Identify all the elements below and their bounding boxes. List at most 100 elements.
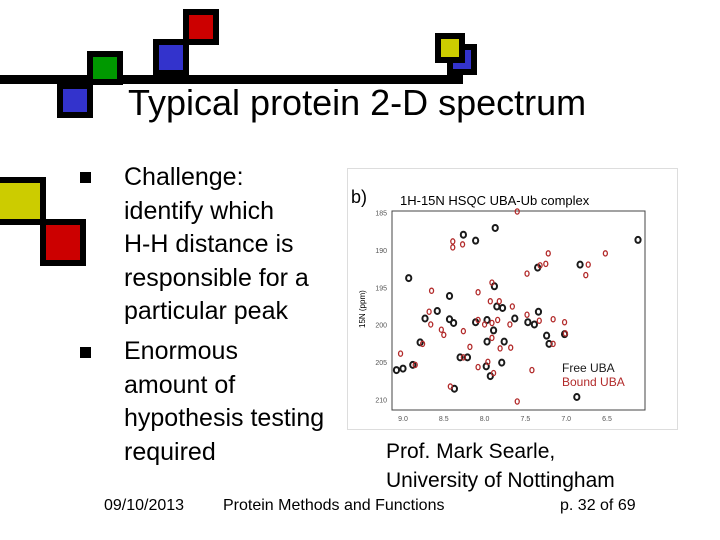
bound-uba-peak bbox=[602, 250, 609, 257]
decor-square-yellow bbox=[435, 33, 465, 63]
decor-square-blue bbox=[153, 39, 189, 76]
y-tick-label: 210 bbox=[375, 398, 387, 405]
bound-uba-peak bbox=[447, 383, 453, 390]
bound-uba-peak bbox=[495, 316, 501, 324]
y-tick-label: 190 bbox=[375, 248, 387, 255]
free-uba-peak bbox=[472, 236, 480, 245]
bound-uba-peak bbox=[428, 321, 434, 328]
bound-uba-peak bbox=[459, 241, 466, 248]
bound-uba-peak bbox=[397, 350, 404, 357]
legend-free-uba: Free UBA bbox=[562, 361, 615, 375]
y-tick-label: 205 bbox=[375, 360, 387, 367]
bound-uba-peak bbox=[426, 308, 432, 315]
bound-uba-peak bbox=[489, 334, 495, 342]
bound-uba-peak bbox=[585, 261, 591, 268]
bound-uba-peak bbox=[467, 343, 473, 351]
bound-uba-peak bbox=[508, 344, 514, 351]
footer-title: Protein Methods and Functions bbox=[223, 497, 445, 514]
bound-uba-peak bbox=[460, 354, 467, 361]
decor-square-red bbox=[183, 9, 219, 45]
bullet-marker bbox=[80, 347, 91, 358]
bullet-text: Challenge: identify which H-H distance i… bbox=[124, 161, 309, 329]
bullet-text: Enormous amount of hypothesis testing re… bbox=[124, 335, 324, 469]
footer-date: 09/10/2013 bbox=[104, 497, 185, 514]
free-uba-peak bbox=[530, 320, 538, 329]
y-tick-label: 185 bbox=[375, 211, 387, 218]
bound-uba-peak bbox=[490, 369, 497, 377]
chart-background bbox=[347, 168, 678, 430]
x-tick-label: 6.5 bbox=[602, 416, 612, 423]
bound-uba-peak bbox=[536, 317, 542, 324]
free-uba-peak bbox=[634, 235, 642, 244]
free-uba-peak bbox=[459, 230, 467, 239]
hsqc-spectrum-chart: b) 1H-15N HSQC UBA-Ub complex 15N (ppm) … bbox=[347, 168, 678, 430]
free-uba-peak bbox=[573, 393, 581, 402]
free-uba-peak bbox=[498, 303, 507, 312]
bound-uba-peak bbox=[524, 270, 530, 277]
bound-uba-peak bbox=[545, 250, 551, 257]
free-uba-peak bbox=[421, 314, 429, 323]
bound-uba-peak bbox=[496, 298, 502, 305]
credit-line: University of Nottingham bbox=[386, 469, 615, 492]
decor-square-yellow bbox=[0, 177, 46, 225]
bullet-line: particular peak bbox=[124, 297, 288, 326]
bound-uba-peak bbox=[441, 331, 447, 339]
x-tick-label: 9.0 bbox=[398, 416, 408, 423]
credit-line: Prof. Mark Searle, bbox=[386, 440, 556, 463]
title-rule bbox=[0, 75, 463, 84]
decor-square-red bbox=[40, 219, 86, 266]
free-uba-peak bbox=[543, 331, 551, 340]
bullet-line: identify which bbox=[124, 196, 275, 225]
bound-uba-peak bbox=[475, 316, 481, 324]
legend-bound-uba: Bound UBA bbox=[562, 375, 625, 389]
y-axis-label: 15N (ppm) bbox=[358, 290, 367, 328]
bound-uba-peak bbox=[562, 330, 569, 337]
free-uba-peak bbox=[392, 366, 401, 375]
free-uba-peak bbox=[399, 364, 407, 373]
bound-uba-peak bbox=[524, 311, 530, 318]
free-uba-peak bbox=[445, 292, 454, 301]
bound-uba-peak bbox=[497, 345, 503, 352]
decor-square-blue bbox=[57, 83, 93, 118]
chart-title: 1H-15N HSQC UBA-Ub complex bbox=[400, 193, 590, 208]
bullet-line: responsible for a bbox=[124, 263, 309, 292]
bound-uba-peak bbox=[487, 298, 493, 305]
free-uba-peak bbox=[534, 307, 543, 316]
bound-uba-peak bbox=[561, 318, 568, 326]
y-tick-label: 195 bbox=[375, 285, 387, 292]
free-uba-peak bbox=[433, 306, 441, 315]
x-tick-label: 7.5 bbox=[521, 416, 531, 423]
x-tick-label: 7.0 bbox=[561, 416, 571, 423]
bound-uba-peak bbox=[537, 262, 543, 269]
bullet-line: H-H distance is bbox=[124, 230, 294, 259]
free-uba-peak bbox=[449, 318, 458, 327]
free-uba-peak bbox=[524, 318, 532, 327]
bound-uba-peak bbox=[460, 327, 467, 335]
bound-uba-peak bbox=[529, 366, 535, 374]
free-uba-peak bbox=[491, 223, 499, 232]
bound-uba-peak bbox=[514, 208, 520, 215]
bound-uba-peak bbox=[509, 303, 515, 310]
x-tick-label: 8.5 bbox=[439, 416, 449, 423]
free-uba-peak bbox=[511, 314, 519, 323]
bullet-line: required bbox=[124, 437, 216, 466]
bound-uba-peak bbox=[412, 361, 418, 369]
bound-uba-peak bbox=[489, 319, 495, 327]
bound-uba-peak bbox=[428, 287, 435, 295]
slide-title: Typical protein 2-D spectrum bbox=[128, 82, 587, 123]
free-uba-peak bbox=[483, 337, 491, 346]
bullet-line: Enormous bbox=[124, 337, 238, 365]
free-uba-peak bbox=[405, 274, 413, 283]
y-tick-label: 200 bbox=[375, 323, 387, 330]
free-uba-peak bbox=[409, 360, 417, 369]
bound-uba-peak bbox=[481, 321, 488, 328]
bound-uba-peak bbox=[438, 326, 445, 333]
bound-uba-peak bbox=[543, 260, 549, 268]
bound-uba-peak bbox=[485, 358, 491, 366]
bound-uba-peak bbox=[583, 271, 589, 279]
free-uba-peak bbox=[500, 337, 508, 346]
bound-uba-peak bbox=[475, 289, 481, 296]
bullet-line: Challenge: bbox=[124, 163, 244, 191]
free-uba-peak bbox=[489, 326, 498, 335]
bound-uba-peak bbox=[489, 279, 495, 286]
